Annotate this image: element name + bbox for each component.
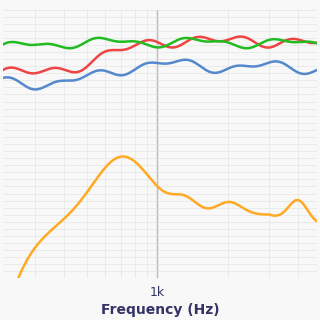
- X-axis label: Frequency (Hz): Frequency (Hz): [101, 303, 219, 317]
